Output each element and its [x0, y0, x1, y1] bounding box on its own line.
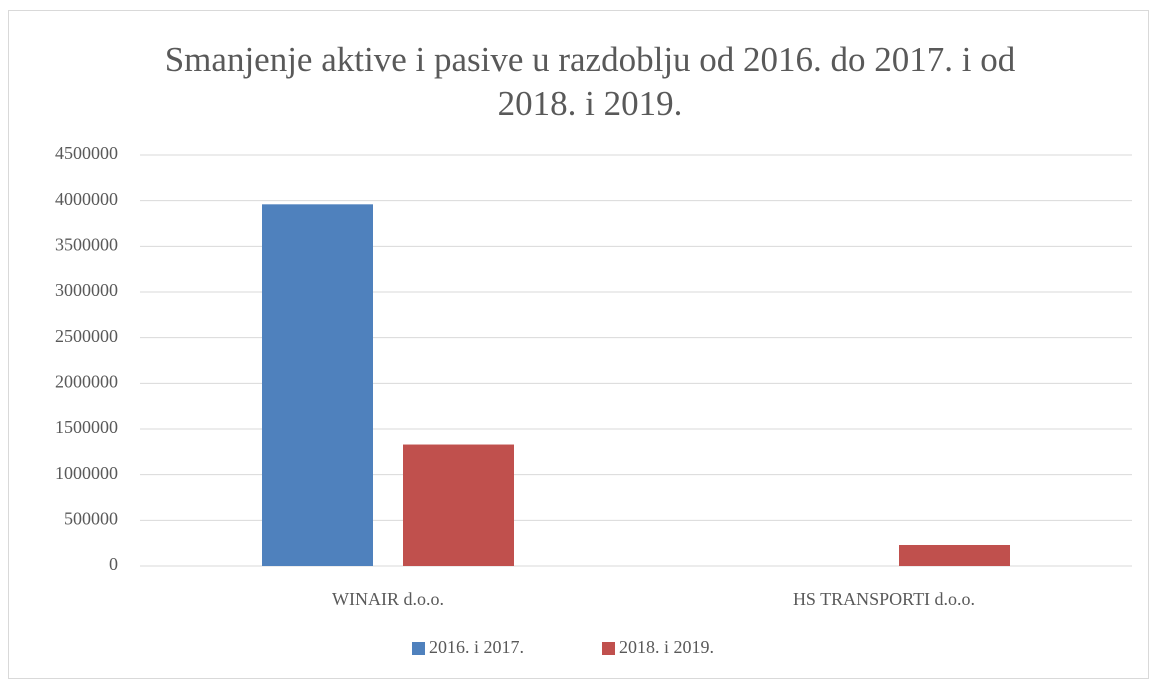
- bar: [899, 544, 1010, 566]
- y-tick-label: 3500000: [55, 234, 118, 254]
- y-tick-label: 0: [109, 554, 118, 574]
- y-tick-label: 2000000: [55, 371, 118, 391]
- y-tick-label: 2500000: [55, 326, 118, 346]
- x-tick-label: HS TRANSPORTI d.o.o.: [793, 589, 975, 609]
- chart-title: Smanjenje aktive i pasive u razdoblju od…: [164, 40, 1016, 123]
- y-tick-label: 1500000: [55, 417, 118, 437]
- y-tick-label: 4500000: [55, 143, 118, 163]
- x-tick-label: WINAIR d.o.o.: [332, 589, 444, 609]
- y-tick-label: 500000: [64, 508, 118, 528]
- bar: [262, 204, 373, 566]
- bar: [403, 444, 514, 566]
- legend-label: 2018. i 2019.: [619, 637, 714, 657]
- y-tick-label: 3000000: [55, 280, 118, 300]
- legend-swatch: [602, 642, 615, 655]
- y-tick-label: 4000000: [55, 189, 118, 209]
- legend-label: 2016. i 2017.: [429, 637, 524, 657]
- legend-swatch: [412, 642, 425, 655]
- y-tick-label: 1000000: [55, 463, 118, 483]
